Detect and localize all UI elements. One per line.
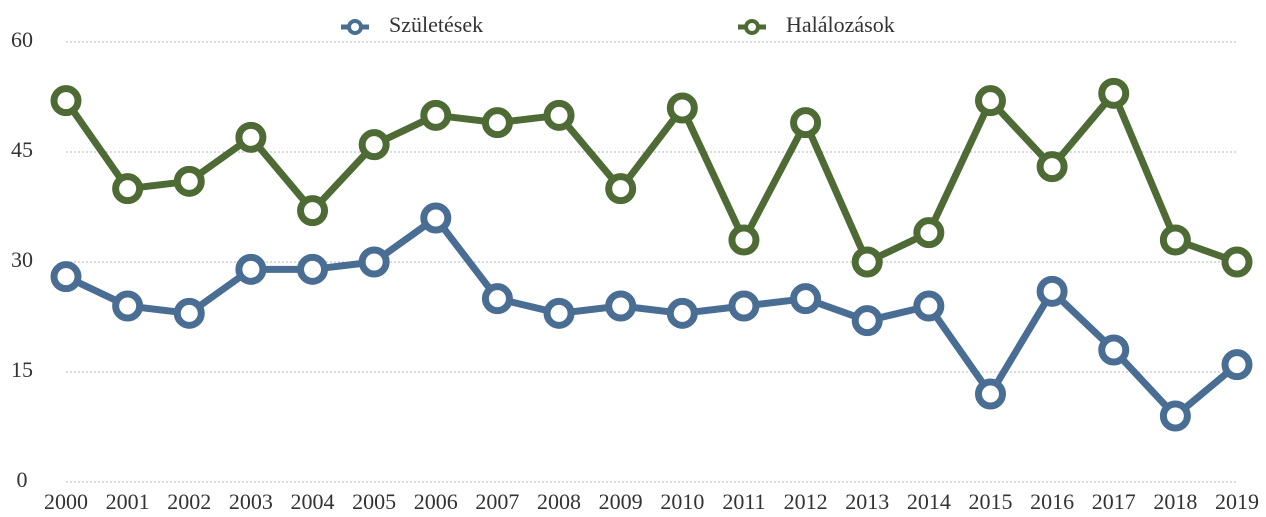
x-tick-label: 2004 bbox=[291, 489, 335, 514]
x-tick-label: 2003 bbox=[229, 489, 273, 514]
point-marker bbox=[420, 99, 452, 131]
point-marker bbox=[297, 195, 329, 227]
point-marker bbox=[974, 85, 1006, 117]
point-marker bbox=[851, 305, 883, 337]
point-marker bbox=[173, 297, 205, 329]
point-marker bbox=[1159, 400, 1191, 432]
point-marker bbox=[1159, 224, 1191, 256]
point-marker bbox=[605, 290, 637, 322]
x-tick-label: 2001 bbox=[106, 489, 150, 514]
point-marker bbox=[235, 253, 267, 285]
x-tick-label: 2017 bbox=[1092, 489, 1136, 514]
legend-label: Születések bbox=[389, 12, 483, 37]
point-marker bbox=[728, 224, 760, 256]
x-tick-label: 2011 bbox=[722, 489, 765, 514]
point-marker bbox=[1036, 275, 1068, 307]
x-tick-label: 2014 bbox=[907, 489, 951, 514]
point-marker bbox=[605, 173, 637, 205]
legend-marker bbox=[347, 19, 363, 35]
point-marker bbox=[913, 290, 945, 322]
x-tick-label: 2000 bbox=[44, 489, 88, 514]
point-marker bbox=[1221, 349, 1253, 381]
point-marker bbox=[358, 246, 390, 278]
point-marker bbox=[543, 99, 575, 131]
point-marker bbox=[1098, 77, 1130, 109]
x-tick-label: 2006 bbox=[414, 489, 458, 514]
x-tick-label: 2018 bbox=[1153, 489, 1197, 514]
x-tick-label: 2009 bbox=[599, 489, 643, 514]
point-marker bbox=[297, 253, 329, 285]
x-tick-label: 2002 bbox=[167, 489, 211, 514]
x-tick-label: 2005 bbox=[352, 489, 396, 514]
point-marker bbox=[1221, 246, 1253, 278]
point-marker bbox=[1036, 151, 1068, 183]
x-tick-label: 2015 bbox=[968, 489, 1012, 514]
point-marker bbox=[543, 297, 575, 329]
point-marker bbox=[112, 173, 144, 205]
point-marker bbox=[50, 261, 82, 293]
x-tick-label: 2007 bbox=[475, 489, 519, 514]
y-tick-label: 60 bbox=[11, 27, 33, 52]
x-tick-label: 2016 bbox=[1030, 489, 1074, 514]
point-marker bbox=[851, 246, 883, 278]
point-marker bbox=[666, 297, 698, 329]
y-tick-label: 15 bbox=[11, 357, 33, 382]
point-marker bbox=[790, 283, 822, 315]
y-tick-label: 0 bbox=[17, 467, 28, 492]
point-marker bbox=[666, 92, 698, 124]
x-tick-label: 2019 bbox=[1215, 489, 1259, 514]
y-tick-label: 45 bbox=[11, 137, 33, 162]
point-marker bbox=[50, 85, 82, 117]
legend-label: Halálozások bbox=[786, 12, 895, 37]
x-tick-label: 2008 bbox=[537, 489, 581, 514]
point-marker bbox=[481, 107, 513, 139]
point-marker bbox=[790, 107, 822, 139]
point-marker bbox=[974, 378, 1006, 410]
point-marker bbox=[420, 202, 452, 234]
point-marker bbox=[481, 283, 513, 315]
point-marker bbox=[358, 129, 390, 161]
point-marker bbox=[112, 290, 144, 322]
point-marker bbox=[1098, 334, 1130, 366]
point-marker bbox=[235, 121, 267, 153]
y-tick-label: 30 bbox=[11, 247, 33, 272]
point-marker bbox=[173, 165, 205, 197]
x-tick-label: 2010 bbox=[660, 489, 704, 514]
legend-marker bbox=[744, 19, 760, 35]
x-tick-label: 2013 bbox=[845, 489, 889, 514]
point-marker bbox=[728, 290, 760, 322]
series-line bbox=[64, 214, 1240, 420]
x-tick-label: 2012 bbox=[784, 489, 828, 514]
point-marker bbox=[913, 217, 945, 249]
